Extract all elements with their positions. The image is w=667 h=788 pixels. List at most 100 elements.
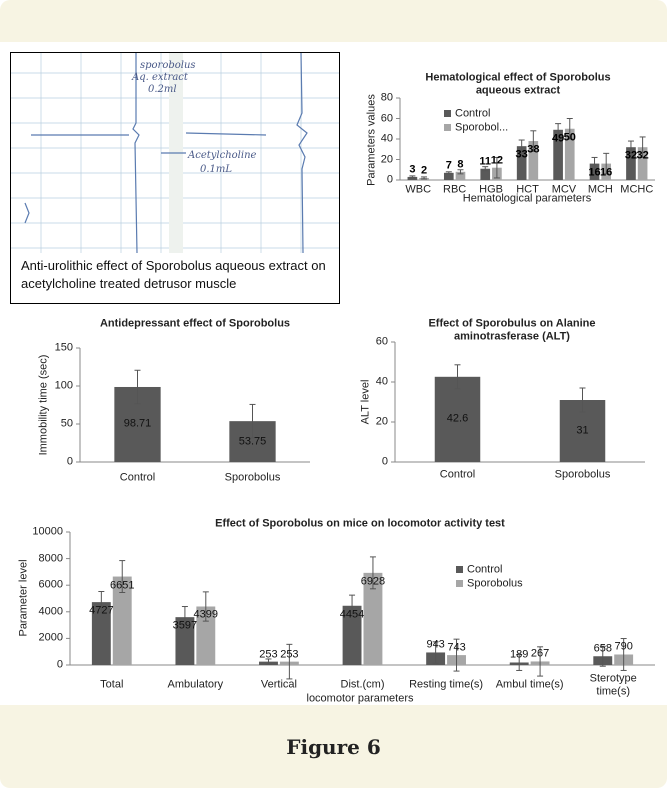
data-label: 6651 [109,579,135,592]
x-tick-label: Dist.(cm) [340,678,385,691]
bar [455,171,466,180]
data-label: 6928 [360,575,386,588]
photo-panel: Anti-urolithic effect of Sporobolus aque… [10,52,340,304]
data-label: 253 [280,648,299,661]
y-tick-label: 6000 [38,578,63,591]
legend-label: Control [467,563,503,576]
x-axis-label: Hematological parameters [462,192,592,205]
x-tick-label: Total [100,678,124,691]
chart-title: Effect of Sporobulus on Alanine aminotra… [428,317,596,342]
bar [564,128,575,180]
x-tick-label: MCV [551,183,577,196]
chart-title: Effect of Sporobolus on mice on locomoto… [215,517,505,530]
bar [407,176,418,180]
x-tick-label: Resting time(s) [409,678,484,691]
y-tick-label: 20 [380,153,393,166]
bar [480,168,491,180]
data-label: 253 [259,648,278,661]
data-label: 32 [624,149,638,162]
y-axis-label: Immobility time (sec) [37,354,50,456]
data-label: 33 [515,148,528,161]
y-axis-label: Parameter level [17,559,30,637]
photo-annotation: sporobolus [140,60,196,71]
data-label: 31 [576,424,589,437]
bar [589,163,600,180]
bar [112,576,132,665]
y-tick-label: 60 [380,112,393,125]
x-tick-label: Control [439,468,476,481]
data-label: 38 [527,143,540,156]
x-tick-label: Sterotype time(s) [589,672,637,697]
data-label: 943 [426,639,445,652]
data-label: 12 [490,154,504,167]
photo-annotation: Acetylcholine [188,150,257,161]
data-label: 267 [530,648,550,661]
y-tick-label: 0 [381,455,388,468]
y-tick-label: 20 [375,415,388,428]
x-tick-label: Control [119,471,156,484]
legend-swatch [444,124,451,131]
data-label: 16 [588,166,601,179]
x-tick-label: Ambul time(s) [495,678,564,691]
data-label: 4454 [339,608,365,621]
bar [516,146,527,180]
legend-label: Control [455,107,491,120]
y-axis-label: Parameters values [365,94,378,186]
legend-swatch [456,566,463,573]
x-tick-label: HCT [516,183,539,196]
y-tick-label: 60 [375,335,388,348]
data-label: 743 [447,641,466,654]
chart-title: Hematological effect of Sporobolus aqueo… [425,71,611,96]
data-label: 50 [563,131,576,144]
legend-swatch [444,110,451,117]
photo-image [11,52,339,254]
y-tick-label: 2000 [38,632,63,645]
y-tick-label: 100 [54,379,73,392]
bar [175,617,195,665]
data-label: 42.6 [446,413,469,426]
data-label: 11 [479,155,492,168]
y-tick-label: 4000 [38,605,63,618]
data-label: 3597 [172,619,198,632]
y-tick-label: 0 [56,658,63,671]
y-tick-label: 40 [375,375,388,388]
x-axis-label: locomotor parameters [306,692,414,705]
data-label: 790 [614,641,633,654]
x-tick-label: Sporobolus [554,468,611,481]
bar [363,572,383,665]
data-label: 4727 [89,604,114,617]
x-tick-label: Sporobolus [224,471,281,484]
data-label: 2 [420,164,428,177]
y-axis-label: ALT level [359,379,372,425]
photo-caption: Anti-urolithic effect of Sporobolus aque… [21,258,326,292]
x-tick-label: HGB [479,183,503,196]
chart-title: Antidepressant effect of Sporobolus [99,317,291,330]
legend-swatch [456,580,463,587]
y-tick-label: 0 [66,455,73,468]
data-label: 7 [445,159,452,172]
x-tick-label: Vertical [260,678,297,691]
bar [528,141,539,180]
bar [434,376,481,462]
bar [553,129,563,180]
data-label: 8 [457,158,464,171]
data-label: 3 [409,163,416,176]
data-label: 16 [600,166,613,179]
y-tick-label: 40 [380,132,393,145]
x-tick-label: MCH [587,183,613,196]
y-tick-label: 150 [54,341,73,354]
y-tick-label: 10000 [32,525,63,538]
data-label: 53.75 [238,435,267,448]
y-tick-label: 80 [380,91,393,104]
data-label: 658 [593,642,612,655]
y-tick-label: 0 [386,173,393,186]
legend-label: Sporobolus [467,577,523,590]
data-label: 49 [551,132,565,145]
bar [443,172,454,180]
bar [196,606,216,665]
photo-annotation: Aq. extract [132,72,188,83]
data-label: 4399 [193,609,219,622]
data-label: 98.71 [123,418,152,431]
